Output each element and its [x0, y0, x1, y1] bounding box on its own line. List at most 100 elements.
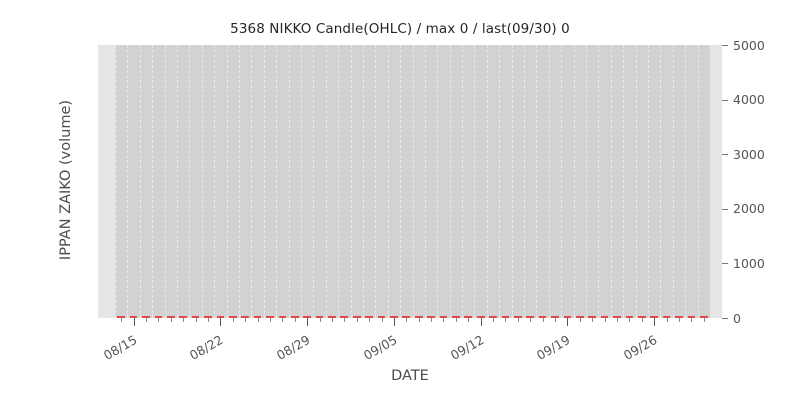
ohlc-candle [402, 316, 411, 318]
y-tick-mark [722, 318, 728, 319]
x-tick-mark-major [133, 318, 135, 326]
gridline-vertical [164, 45, 167, 318]
gridline-vertical [623, 45, 625, 318]
y-tick-mark [722, 263, 728, 265]
gridline-vertical [189, 45, 191, 318]
ohlc-candle [142, 316, 150, 318]
ohlc-candle [191, 316, 200, 318]
gridline-vertical [437, 45, 439, 318]
ohlc-candle [538, 316, 547, 318]
x-tick-mark-major [567, 318, 569, 326]
ohlc-candle [576, 316, 584, 318]
x-tick-mark-minor [530, 318, 532, 322]
gridline-vertical [400, 45, 402, 318]
x-tick-mark-major [307, 318, 309, 326]
y-axis-tick: 5000 [722, 38, 765, 52]
gridline-vertical [152, 45, 154, 318]
ohlc-candle [216, 316, 225, 318]
ohlc-candle [637, 316, 646, 318]
x-tick-mark-minor [369, 318, 371, 322]
gridline-vertical [263, 45, 266, 318]
x-tick-label: 08/15 [100, 332, 140, 364]
x-tick-mark-minor [517, 318, 519, 322]
gridline-vertical [387, 45, 390, 318]
ohlc-candle [501, 316, 510, 318]
x-tick-mark-minor [443, 318, 445, 322]
x-tick-label: 09/05 [360, 332, 400, 364]
x-tick-mark-minor [183, 318, 185, 322]
y-tick-label: 5000 [733, 37, 765, 53]
ohlc-candle [687, 316, 696, 318]
plot-area[interactable] [98, 45, 722, 318]
y-axis-tick: 0 [722, 311, 741, 325]
x-tick-mark-minor [418, 318, 420, 322]
ohlc-candle-series [98, 45, 722, 318]
ohlc-candle [241, 316, 249, 318]
gridline-vertical [375, 45, 377, 318]
ohlc-candle [563, 316, 572, 318]
gridline-vertical [610, 45, 613, 318]
x-tick-mark-major [654, 318, 656, 326]
x-tick-mark-minor [431, 318, 433, 322]
gridline-vertical [313, 45, 315, 318]
ohlc-candle [600, 316, 609, 318]
ohlc-candle [452, 316, 460, 318]
x-tick-mark-minor [505, 318, 507, 322]
ohlc-candle [179, 316, 187, 318]
x-tick-label: 08/29 [273, 332, 313, 364]
gridline-vertical [201, 45, 204, 318]
gridline-vertical [685, 45, 687, 318]
ohlc-candle [365, 316, 373, 318]
y-axis-tick: 2000 [722, 202, 765, 216]
gridline-vertical [300, 45, 303, 318]
gridline-vertical [127, 45, 129, 318]
gridline-vertical [499, 45, 501, 318]
gridline-vertical [288, 45, 291, 318]
gridline-vertical [238, 45, 241, 318]
vertical-gridlines [98, 45, 722, 318]
x-tick-mark-minor [294, 318, 296, 322]
gridline-vertical [412, 45, 415, 318]
ohlc-candle [476, 316, 485, 318]
y-axis-ticks: 0 1000 2000 3000 4000 5000 [722, 0, 800, 400]
y-tick-label: 3000 [733, 146, 765, 162]
ohlc-candle [625, 316, 634, 318]
y-tick-mark [722, 208, 728, 210]
y-axis-tick: 3000 [722, 147, 765, 161]
ohlc-candle [352, 316, 361, 318]
ohlc-candle [129, 316, 138, 318]
y-axis-tick: 1000 [722, 256, 765, 270]
x-tick-label: 09/26 [621, 332, 660, 364]
gridline-vertical [325, 45, 328, 318]
ohlc-candle [253, 316, 262, 318]
x-axis-title: DATE [391, 368, 429, 384]
ohlc-candle [340, 316, 349, 318]
gridline-vertical [648, 45, 650, 318]
ohlc-candle [266, 316, 274, 318]
x-tick-mark-minor [170, 318, 172, 322]
ohlc-candle [675, 316, 683, 318]
gridline-vertical [362, 45, 365, 318]
x-tick-mark-minor [319, 318, 321, 322]
gridline-vertical [548, 45, 551, 318]
gridline-vertical [660, 45, 662, 318]
x-tick-mark-minor [381, 318, 383, 322]
x-tick-mark-minor [145, 318, 147, 322]
x-tick-mark-minor [282, 318, 284, 322]
gridline-vertical [176, 45, 179, 318]
x-tick-mark-minor [406, 318, 408, 322]
x-tick-mark-minor [195, 318, 197, 322]
x-tick-mark-minor [158, 318, 160, 322]
ohlc-candle [588, 316, 597, 318]
x-tick-mark-minor [121, 318, 123, 322]
gridline-vertical [276, 45, 278, 318]
x-tick-mark-minor [232, 318, 234, 322]
x-tick-mark-minor [691, 318, 693, 322]
gridline-vertical [697, 45, 700, 318]
ohlc-candle [551, 316, 559, 318]
x-tick-mark-minor [641, 318, 643, 322]
x-axis-ticks [98, 318, 722, 328]
gridline-vertical [424, 45, 427, 318]
gridline-vertical [226, 45, 229, 318]
x-tick-mark-minor [666, 318, 668, 322]
